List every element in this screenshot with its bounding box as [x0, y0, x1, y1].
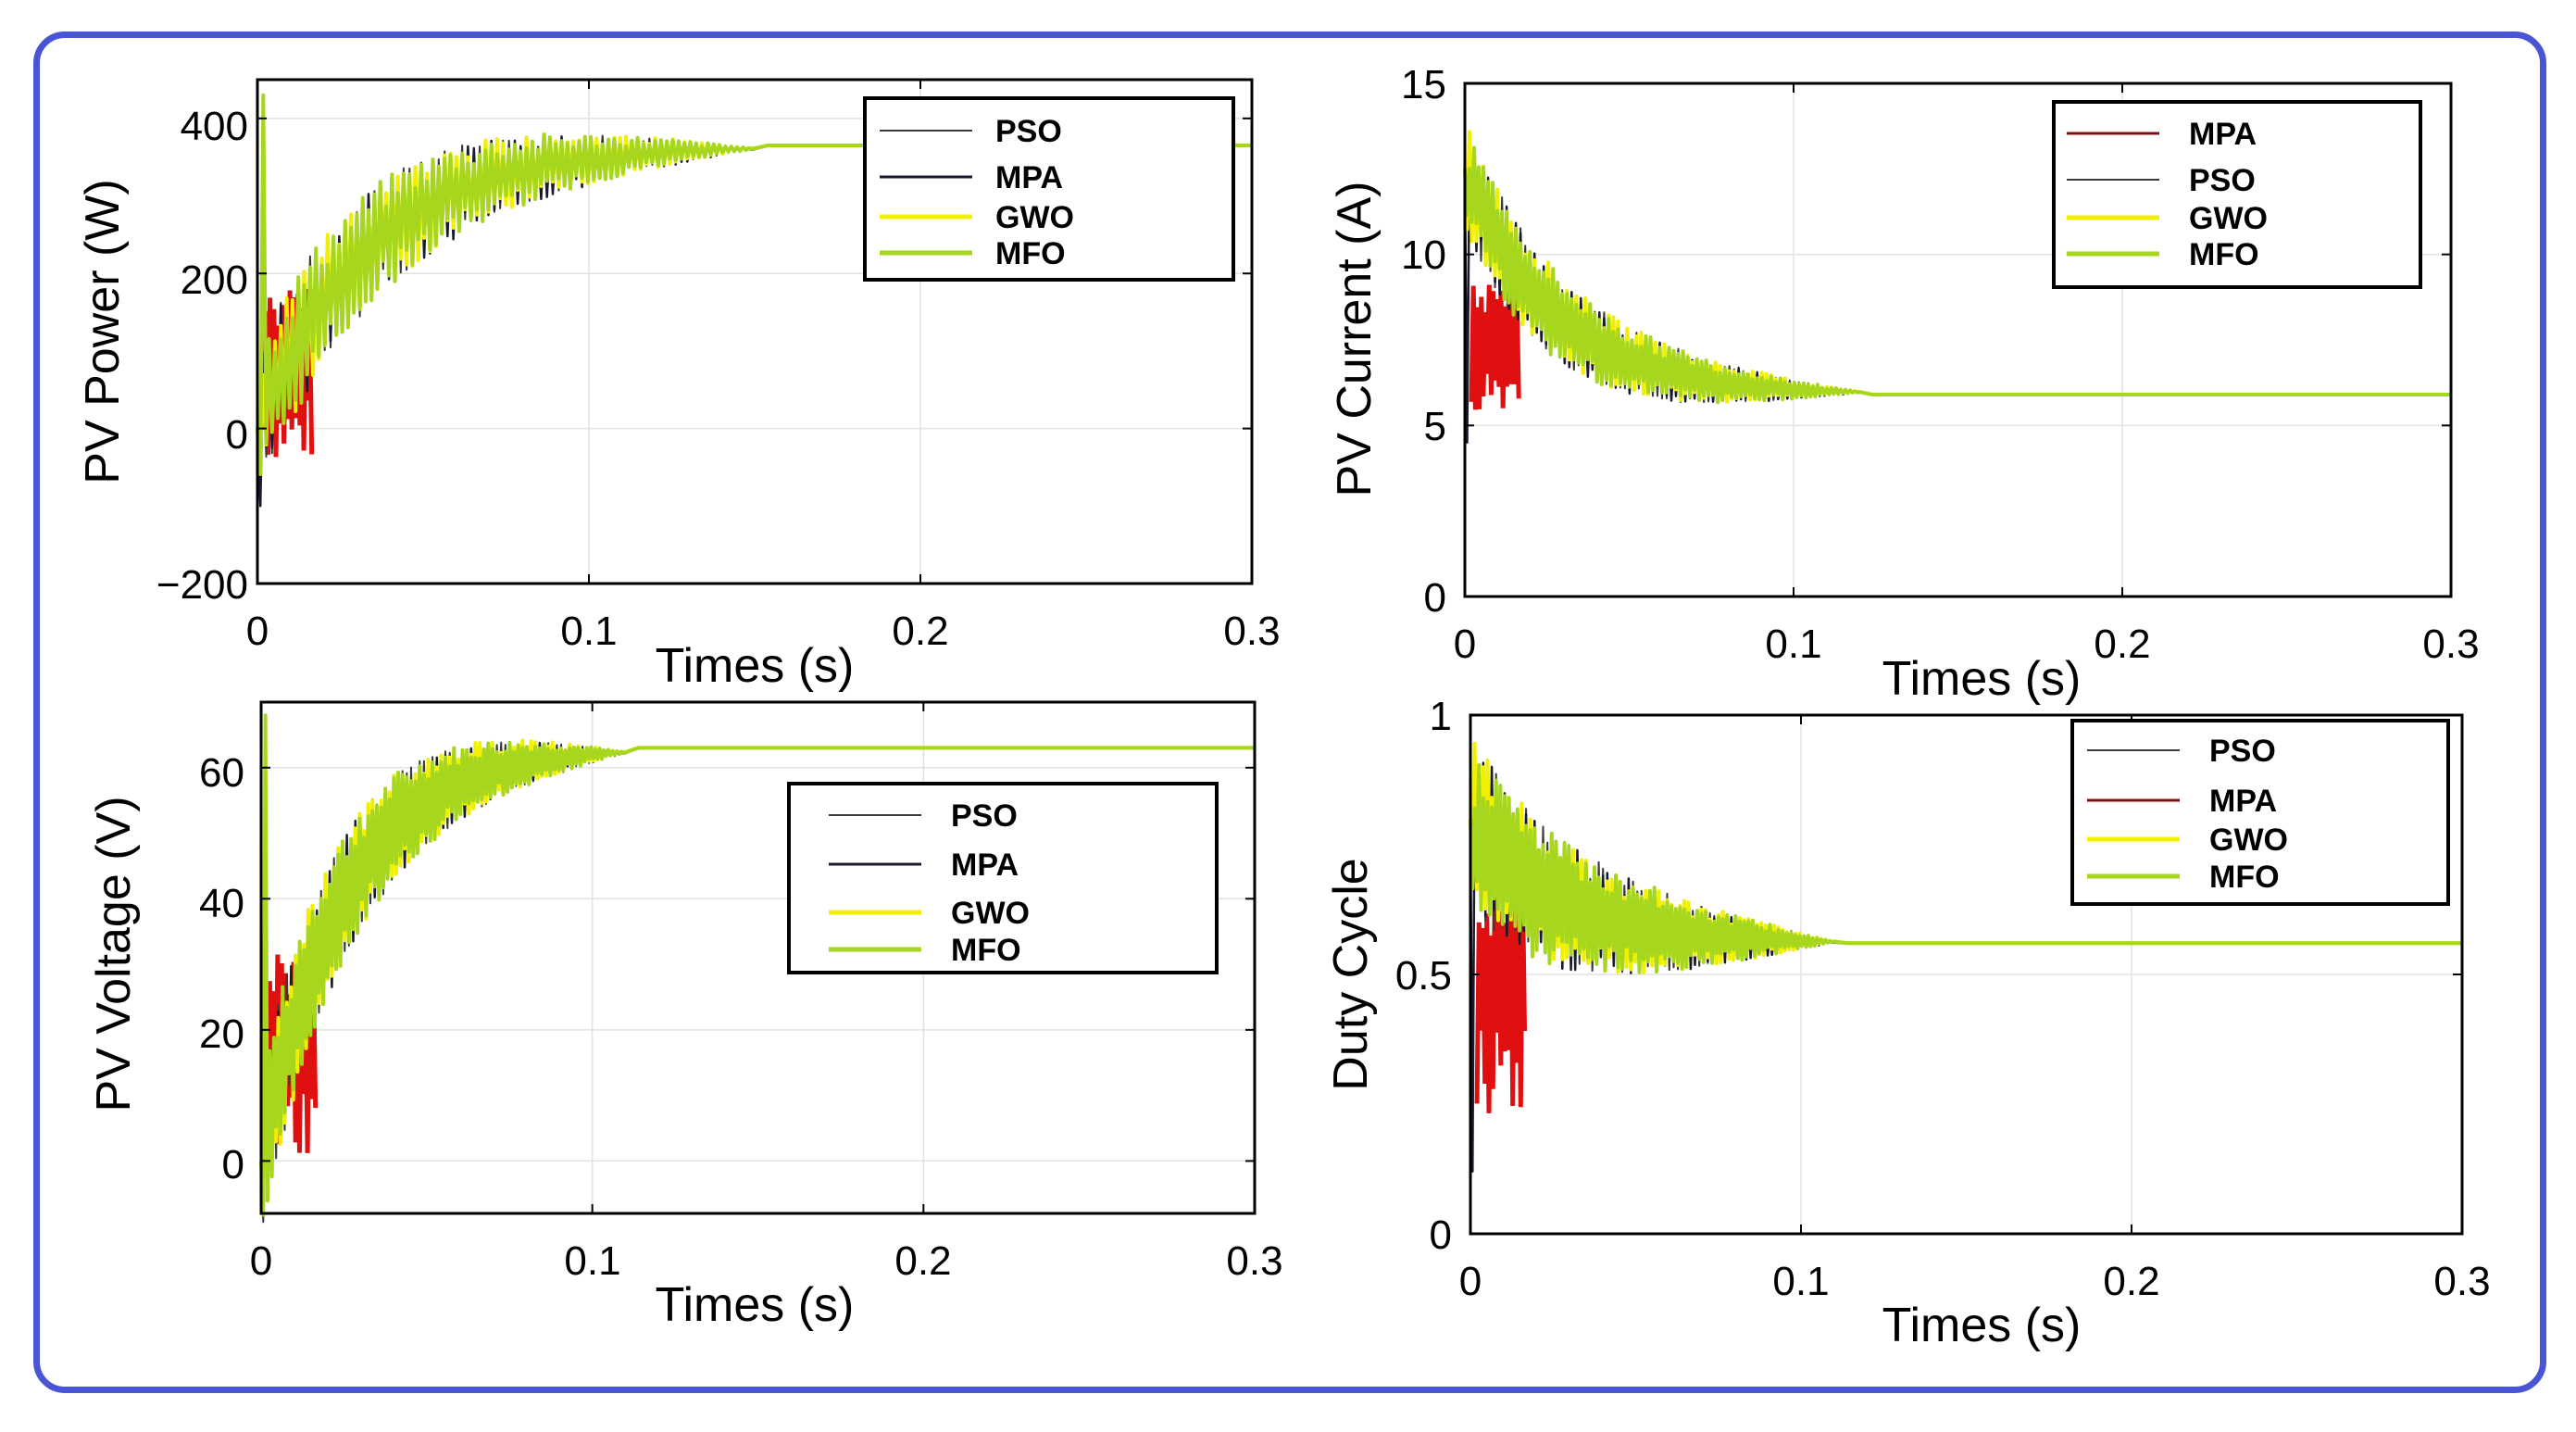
- current-ytick-1: 10: [1401, 232, 1446, 278]
- voltage-legend: PSO MPA GWO MFO: [787, 782, 1219, 974]
- duty-legend-label-0: PSO: [2209, 734, 2276, 769]
- voltage-xtick-1: 0.1: [564, 1238, 620, 1284]
- current-series: [1463, 130, 2451, 445]
- power-ytick-2: 0: [226, 412, 248, 458]
- voltage-legend-label-3: MFO: [951, 933, 1021, 968]
- duty-xtick-0: 0: [1459, 1259, 1482, 1304]
- voltage-xtick-2: 0.2: [894, 1238, 951, 1284]
- power-series-mfo: [256, 93, 1252, 476]
- power-ytick-0: 400: [181, 104, 248, 149]
- voltage-plot-area: [259, 700, 1257, 1215]
- power-xlabel: Times (s): [656, 639, 855, 693]
- voltage-series: [259, 713, 1255, 1224]
- power-xtick-3: 0.3: [1223, 609, 1280, 654]
- voltage-xtick-3: 0.3: [1226, 1238, 1282, 1284]
- panel-current: 15 10 5 0 0 0.1 0.2 0.3 Times (s) PV Cur…: [1328, 62, 2480, 706]
- power-ytick-3: −200: [156, 562, 248, 608]
- duty-legend-label-1: MPA: [2209, 784, 2277, 819]
- duty-xtick-2: 0.2: [2103, 1259, 2159, 1304]
- current-xlabel: Times (s): [1882, 652, 2082, 706]
- panel-duty: 1 0.5 0 0 0.1 0.2 0.3 Times (s) Duty Cyc…: [1324, 694, 2491, 1352]
- duty-xtick-1: 0.1: [1772, 1259, 1829, 1304]
- duty-series-red-transient: [1474, 882, 1527, 1113]
- power-legend-label-2: GWO: [995, 200, 1074, 235]
- power-xtick-0: 0: [246, 609, 269, 654]
- duty-ytick-0: 1: [1430, 694, 1452, 739]
- current-ytick-2: 5: [1424, 404, 1446, 449]
- current-ytick-3: 0: [1424, 575, 1446, 621]
- current-xtick-2: 0.2: [2094, 622, 2150, 667]
- duty-xlabel: Times (s): [1882, 1299, 2082, 1352]
- duty-ticks: [1469, 714, 2463, 1235]
- current-legend-label-2: GWO: [2189, 201, 2268, 236]
- duty-ylabel: Duty Cycle: [1324, 858, 1378, 1090]
- voltage-xlabel: Times (s): [656, 1278, 855, 1332]
- current-ytick-0: 15: [1401, 62, 1446, 107]
- voltage-legend-label-1: MPA: [951, 848, 1019, 883]
- duty-series: [1469, 741, 2462, 1174]
- duty-ytick-2: 0: [1430, 1212, 1452, 1258]
- power-plot-area: [256, 78, 1254, 585]
- voltage-ylabel: PV Voltage (V): [87, 796, 141, 1112]
- current-xtick-3: 0.3: [2422, 622, 2479, 667]
- duty-legend-label-2: GWO: [2209, 823, 2288, 858]
- voltage-legend-label-0: PSO: [951, 798, 1018, 834]
- duty-xtick-3: 0.3: [2433, 1259, 2490, 1304]
- current-legend: MPA PSO GWO MFO: [2052, 100, 2422, 289]
- current-legend-label-1: PSO: [2189, 163, 2256, 198]
- duty-ytick-1: 0.5: [1395, 953, 1452, 999]
- voltage-series-mfo: [259, 713, 1255, 1217]
- voltage-legend-label-2: GWO: [951, 896, 1030, 931]
- current-legend-label-0: MPA: [2189, 117, 2257, 152]
- current-ylabel: PV Current (A): [1328, 182, 1382, 497]
- panel-voltage: 60 40 20 0 0 0.1 0.2 0.3 Times (s) PV Vo…: [87, 700, 1283, 1332]
- panel-power: 400 200 0 −200 0 0.1 0.2 0.3 Times (s) P…: [76, 78, 1281, 693]
- power-series: [256, 93, 1252, 508]
- voltage-ytick-2: 20: [199, 1011, 244, 1057]
- current-ticks: [1464, 82, 2452, 597]
- power-legend-label-3: MFO: [995, 236, 1066, 271]
- voltage-xtick-0: 0: [250, 1238, 272, 1284]
- duty-legend-label-3: MFO: [2209, 860, 2280, 895]
- current-xtick-1: 0.1: [1765, 622, 1821, 667]
- current-legend-label-3: MFO: [2189, 237, 2259, 272]
- voltage-ticks: [260, 702, 1256, 1213]
- voltage-ytick-1: 40: [199, 881, 244, 926]
- power-ylabel: PV Power (W): [76, 179, 130, 484]
- power-legend-label-0: PSO: [995, 114, 1062, 149]
- duty-legend: PSO MPA GWO MFO: [2070, 719, 2450, 906]
- voltage-ytick-3: 0: [222, 1142, 244, 1187]
- power-ytick-1: 200: [181, 258, 248, 303]
- current-xtick-0: 0: [1454, 622, 1476, 667]
- current-series-mfo: [1463, 145, 2451, 405]
- current-series-red-transient: [1469, 284, 1521, 410]
- power-xtick-1: 0.1: [560, 609, 617, 654]
- power-legend-label-1: MPA: [995, 160, 1063, 195]
- power-ticks: [256, 80, 1253, 584]
- power-legend-box: [863, 96, 1235, 282]
- current-plot-area: [1463, 82, 2453, 598]
- power-legend: PSO MPA GWO MFO: [863, 96, 1235, 282]
- power-xtick-2: 0.2: [892, 609, 948, 654]
- voltage-ytick-0: 60: [199, 750, 244, 796]
- duty-series-mfo: [1469, 763, 2462, 974]
